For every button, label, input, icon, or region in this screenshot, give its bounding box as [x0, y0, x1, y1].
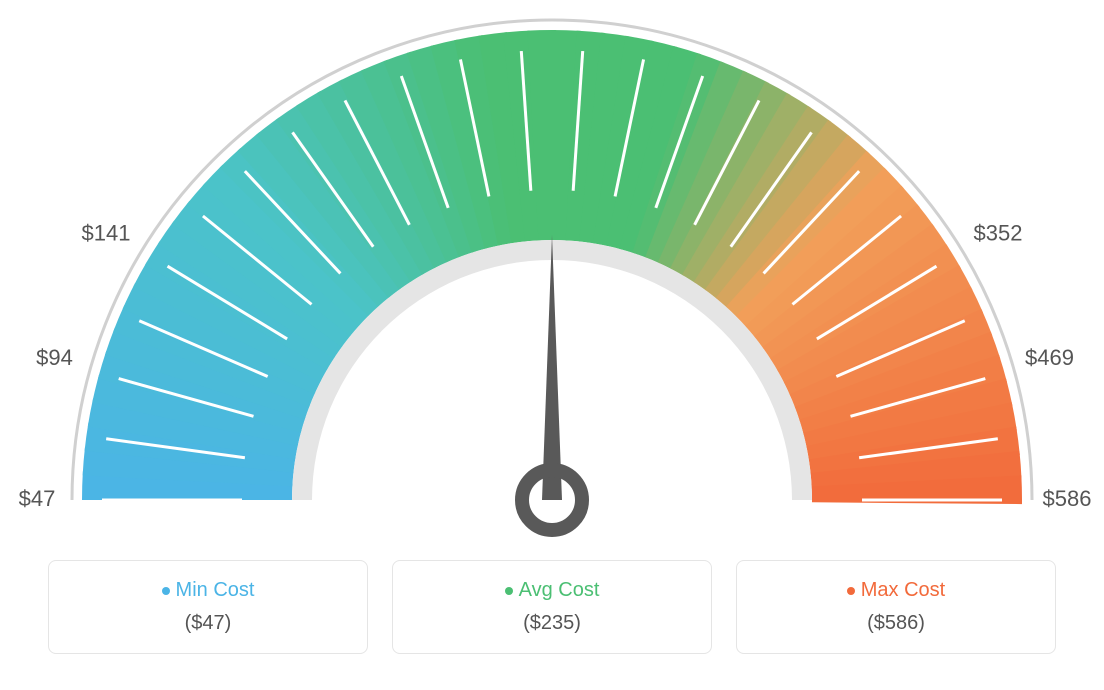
gauge-tick-label: $469 [1025, 345, 1074, 370]
gauge-tick-label: $141 [82, 220, 131, 245]
legend-avg-value: ($235) [393, 612, 711, 635]
dot-icon [162, 587, 170, 595]
legend-max-value: ($586) [737, 612, 1055, 635]
cost-gauge-chart: $47$94$141$235$352$469$586 [0, 0, 1104, 560]
legend-card-avg: Avg Cost ($235) [392, 560, 712, 654]
gauge-tick-label: $94 [36, 345, 73, 370]
gauge-tick-label: $47 [19, 486, 56, 511]
legend-min-label: Min Cost [176, 579, 255, 601]
legend-card-max: Max Cost ($586) [736, 560, 1056, 654]
legend-avg-label: Avg Cost [519, 579, 600, 601]
legend-min-title: Min Cost [49, 579, 367, 602]
gauge-tick-label: $586 [1043, 486, 1092, 511]
legend-avg-title: Avg Cost [393, 579, 711, 602]
legend-max-title: Max Cost [737, 579, 1055, 602]
dot-icon [505, 587, 513, 595]
legend-min-value: ($47) [49, 612, 367, 635]
dot-icon [847, 587, 855, 595]
gauge-svg: $47$94$141$235$352$469$586 [0, 0, 1104, 560]
gauge-tick-label: $352 [973, 220, 1022, 245]
legend-row: Min Cost ($47) Avg Cost ($235) Max Cost … [0, 560, 1104, 654]
legend-card-min: Min Cost ($47) [48, 560, 368, 654]
legend-max-label: Max Cost [861, 579, 945, 601]
gauge-needle [542, 235, 562, 500]
